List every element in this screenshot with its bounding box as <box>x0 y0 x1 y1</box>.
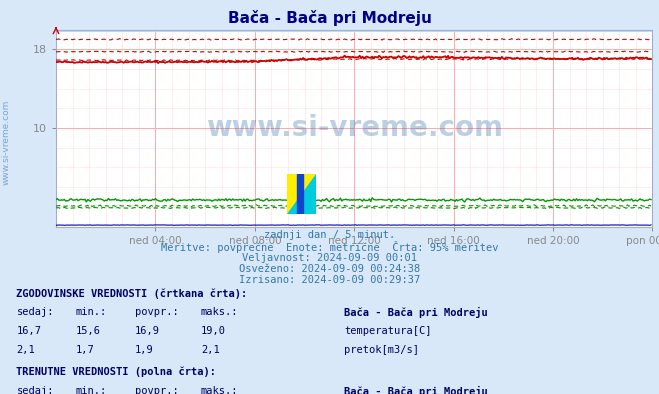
Text: Bača - Bača pri Modreju: Bača - Bača pri Modreju <box>344 386 488 394</box>
Text: sedaj:: sedaj: <box>16 307 54 317</box>
Polygon shape <box>287 174 316 214</box>
Text: 15,6: 15,6 <box>76 326 101 336</box>
Text: zadnji dan / 5 minut.: zadnji dan / 5 minut. <box>264 230 395 240</box>
Text: povpr.:: povpr.: <box>135 386 179 394</box>
Text: 19,0: 19,0 <box>201 326 226 336</box>
Text: www.si-vreme.com: www.si-vreme.com <box>206 114 503 142</box>
Text: temperatura[C]: temperatura[C] <box>344 326 432 336</box>
Text: ZGODOVINSKE VREDNOSTI (črtkana črta):: ZGODOVINSKE VREDNOSTI (črtkana črta): <box>16 288 248 299</box>
Text: 16,9: 16,9 <box>135 326 160 336</box>
Polygon shape <box>287 174 316 214</box>
Text: Meritve: povprečne  Enote: metrične  Črta: 95% meritev: Meritve: povprečne Enote: metrične Črta:… <box>161 241 498 253</box>
Text: 1,7: 1,7 <box>76 345 94 355</box>
Text: Izrisano: 2024-09-09 00:29:37: Izrisano: 2024-09-09 00:29:37 <box>239 275 420 285</box>
Polygon shape <box>297 174 303 214</box>
Text: Veljavnost: 2024-09-09 00:01: Veljavnost: 2024-09-09 00:01 <box>242 253 417 263</box>
Text: Bača - Bača pri Modreju: Bača - Bača pri Modreju <box>344 307 488 318</box>
Text: 16,7: 16,7 <box>16 326 42 336</box>
Text: maks.:: maks.: <box>201 307 239 317</box>
Text: TRENUTNE VREDNOSTI (polna črta):: TRENUTNE VREDNOSTI (polna črta): <box>16 367 216 377</box>
Text: maks.:: maks.: <box>201 386 239 394</box>
Text: 2,1: 2,1 <box>201 345 219 355</box>
Text: min.:: min.: <box>76 307 107 317</box>
Text: Osveženo: 2024-09-09 00:24:38: Osveženo: 2024-09-09 00:24:38 <box>239 264 420 274</box>
Text: pretok[m3/s]: pretok[m3/s] <box>344 345 419 355</box>
Text: Bača - Bača pri Modreju: Bača - Bača pri Modreju <box>227 10 432 26</box>
Text: 1,9: 1,9 <box>135 345 154 355</box>
Text: sedaj:: sedaj: <box>16 386 54 394</box>
Text: 2,1: 2,1 <box>16 345 35 355</box>
Text: www.si-vreme.com: www.si-vreme.com <box>2 99 11 184</box>
Text: povpr.:: povpr.: <box>135 307 179 317</box>
Text: min.:: min.: <box>76 386 107 394</box>
